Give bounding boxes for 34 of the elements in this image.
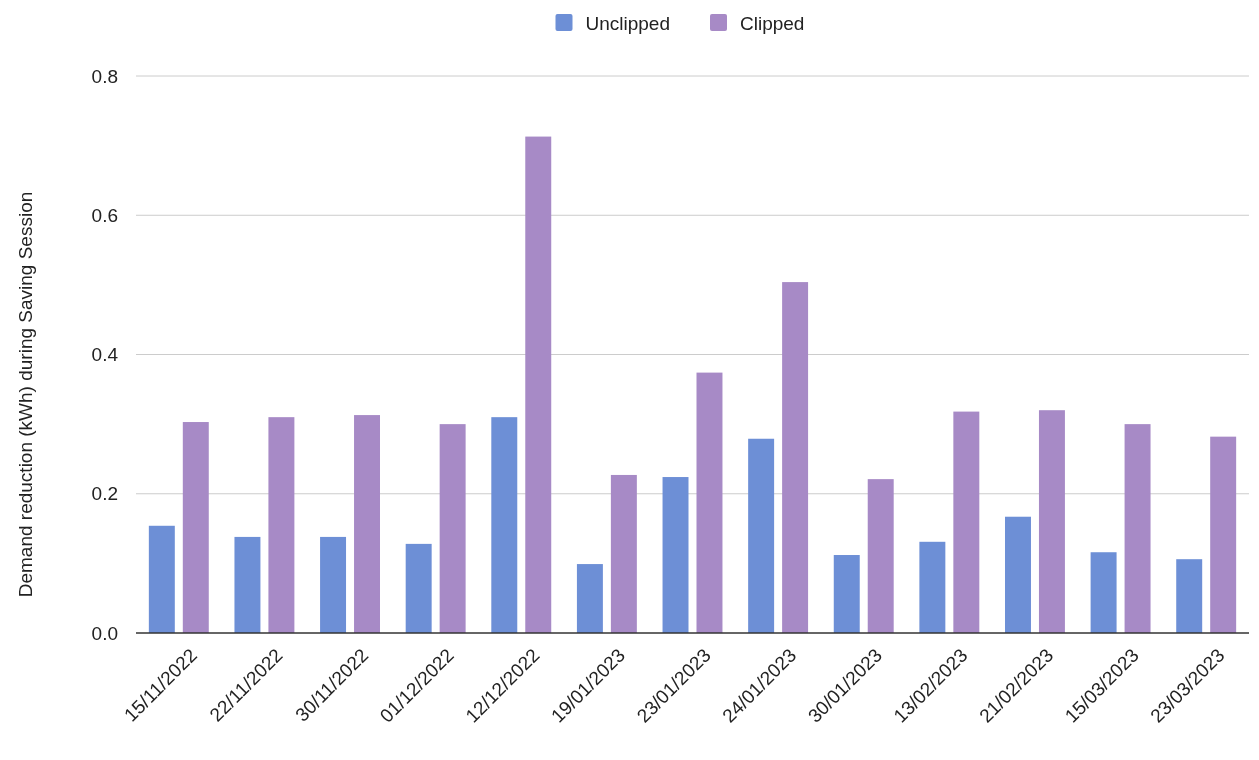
y-tick-label: 0.0 <box>91 622 118 644</box>
bar <box>662 477 689 633</box>
bar <box>833 555 860 633</box>
bar <box>268 417 295 633</box>
y-tick-label: 0.4 <box>91 344 119 366</box>
y-tick-label: 0.6 <box>91 204 118 226</box>
bar <box>1124 424 1151 633</box>
bar <box>919 541 946 633</box>
bar <box>1090 552 1117 633</box>
bar <box>576 564 603 633</box>
bar <box>696 372 723 633</box>
legend-label: Unclipped <box>585 12 670 34</box>
bar <box>148 525 175 633</box>
bar <box>867 479 894 633</box>
bar <box>439 424 466 633</box>
bar <box>1005 516 1031 633</box>
bar <box>320 536 347 633</box>
bar <box>354 415 380 633</box>
bar <box>525 136 552 633</box>
bar <box>1176 559 1203 633</box>
bar <box>1038 410 1065 633</box>
y-tick-label: 0.8 <box>91 65 118 87</box>
bar <box>953 411 980 633</box>
bar <box>610 474 637 633</box>
bar <box>782 282 809 633</box>
bar <box>182 422 209 633</box>
y-tick-label: 0.2 <box>91 483 118 505</box>
legend-label: Clipped <box>740 12 805 34</box>
y-axis-title: Demand reduction (kWh) during Saving Session <box>15 191 36 598</box>
bar <box>1210 436 1237 633</box>
bar <box>405 543 432 633</box>
bar <box>491 417 518 633</box>
bar <box>234 536 261 633</box>
bar <box>748 438 775 633</box>
